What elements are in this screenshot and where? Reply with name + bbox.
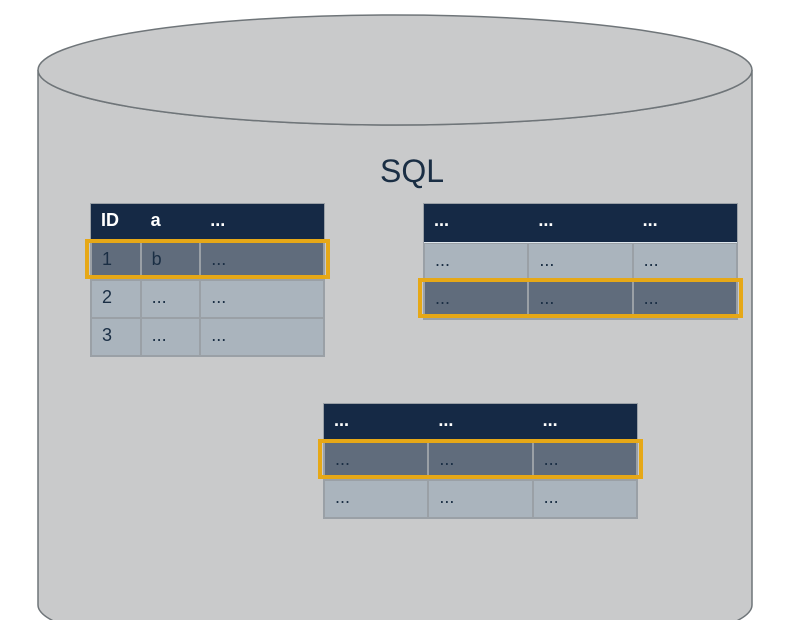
- table-row: .........: [324, 480, 637, 518]
- table-header-cell: ...: [533, 404, 637, 442]
- table-cell: ...: [424, 243, 528, 281]
- table-header-cell: ...: [633, 204, 737, 242]
- table-cell: ...: [633, 243, 737, 281]
- table-cell: ...: [533, 442, 637, 480]
- table-cell: ...: [424, 281, 528, 319]
- table-cell: 1: [91, 242, 141, 280]
- db-table-t1: IDa...1b...2......3......: [90, 203, 325, 357]
- sql-title: SQL: [380, 153, 444, 190]
- table-header: IDa...: [91, 204, 324, 242]
- table-header: .........: [324, 404, 637, 442]
- table-header-cell: ...: [428, 404, 532, 442]
- table-cell: ...: [428, 442, 532, 480]
- table-cell: ...: [200, 318, 324, 356]
- table-cell: ...: [528, 281, 632, 319]
- table-cell: ...: [141, 318, 201, 356]
- table-header-cell: ...: [324, 404, 428, 442]
- table-cell: ...: [324, 480, 428, 518]
- table-cell: 2: [91, 280, 141, 318]
- table-row: .........: [424, 243, 737, 281]
- table-cell: ...: [633, 281, 737, 319]
- table-header-cell: ...: [528, 204, 632, 242]
- table-header-cell: ...: [424, 204, 528, 242]
- table-header-cell: a: [141, 204, 201, 242]
- table-cell: ...: [324, 442, 428, 480]
- table-row: .........: [424, 281, 737, 319]
- table-row: 3......: [91, 318, 324, 356]
- sql-diagram: SQL IDa...1b...2......3.................…: [0, 0, 789, 620]
- table-header-cell: ...: [200, 204, 324, 242]
- table-cell: ...: [533, 480, 637, 518]
- table-cell: ...: [200, 280, 324, 318]
- table-cell: ...: [200, 242, 324, 280]
- db-table-t3: ...........................: [323, 403, 638, 519]
- table-cell: ...: [528, 243, 632, 281]
- table-row: 2......: [91, 280, 324, 318]
- table-cell: 3: [91, 318, 141, 356]
- table-cell: ...: [428, 480, 532, 518]
- table-header: .........: [424, 204, 737, 242]
- db-table-t2: ...........................: [423, 203, 738, 320]
- table-cell: b: [141, 242, 201, 280]
- table-header-cell: ID: [91, 204, 141, 242]
- table-row: .........: [324, 442, 637, 480]
- table-cell: ...: [141, 280, 201, 318]
- table-row: 1b...: [91, 242, 324, 280]
